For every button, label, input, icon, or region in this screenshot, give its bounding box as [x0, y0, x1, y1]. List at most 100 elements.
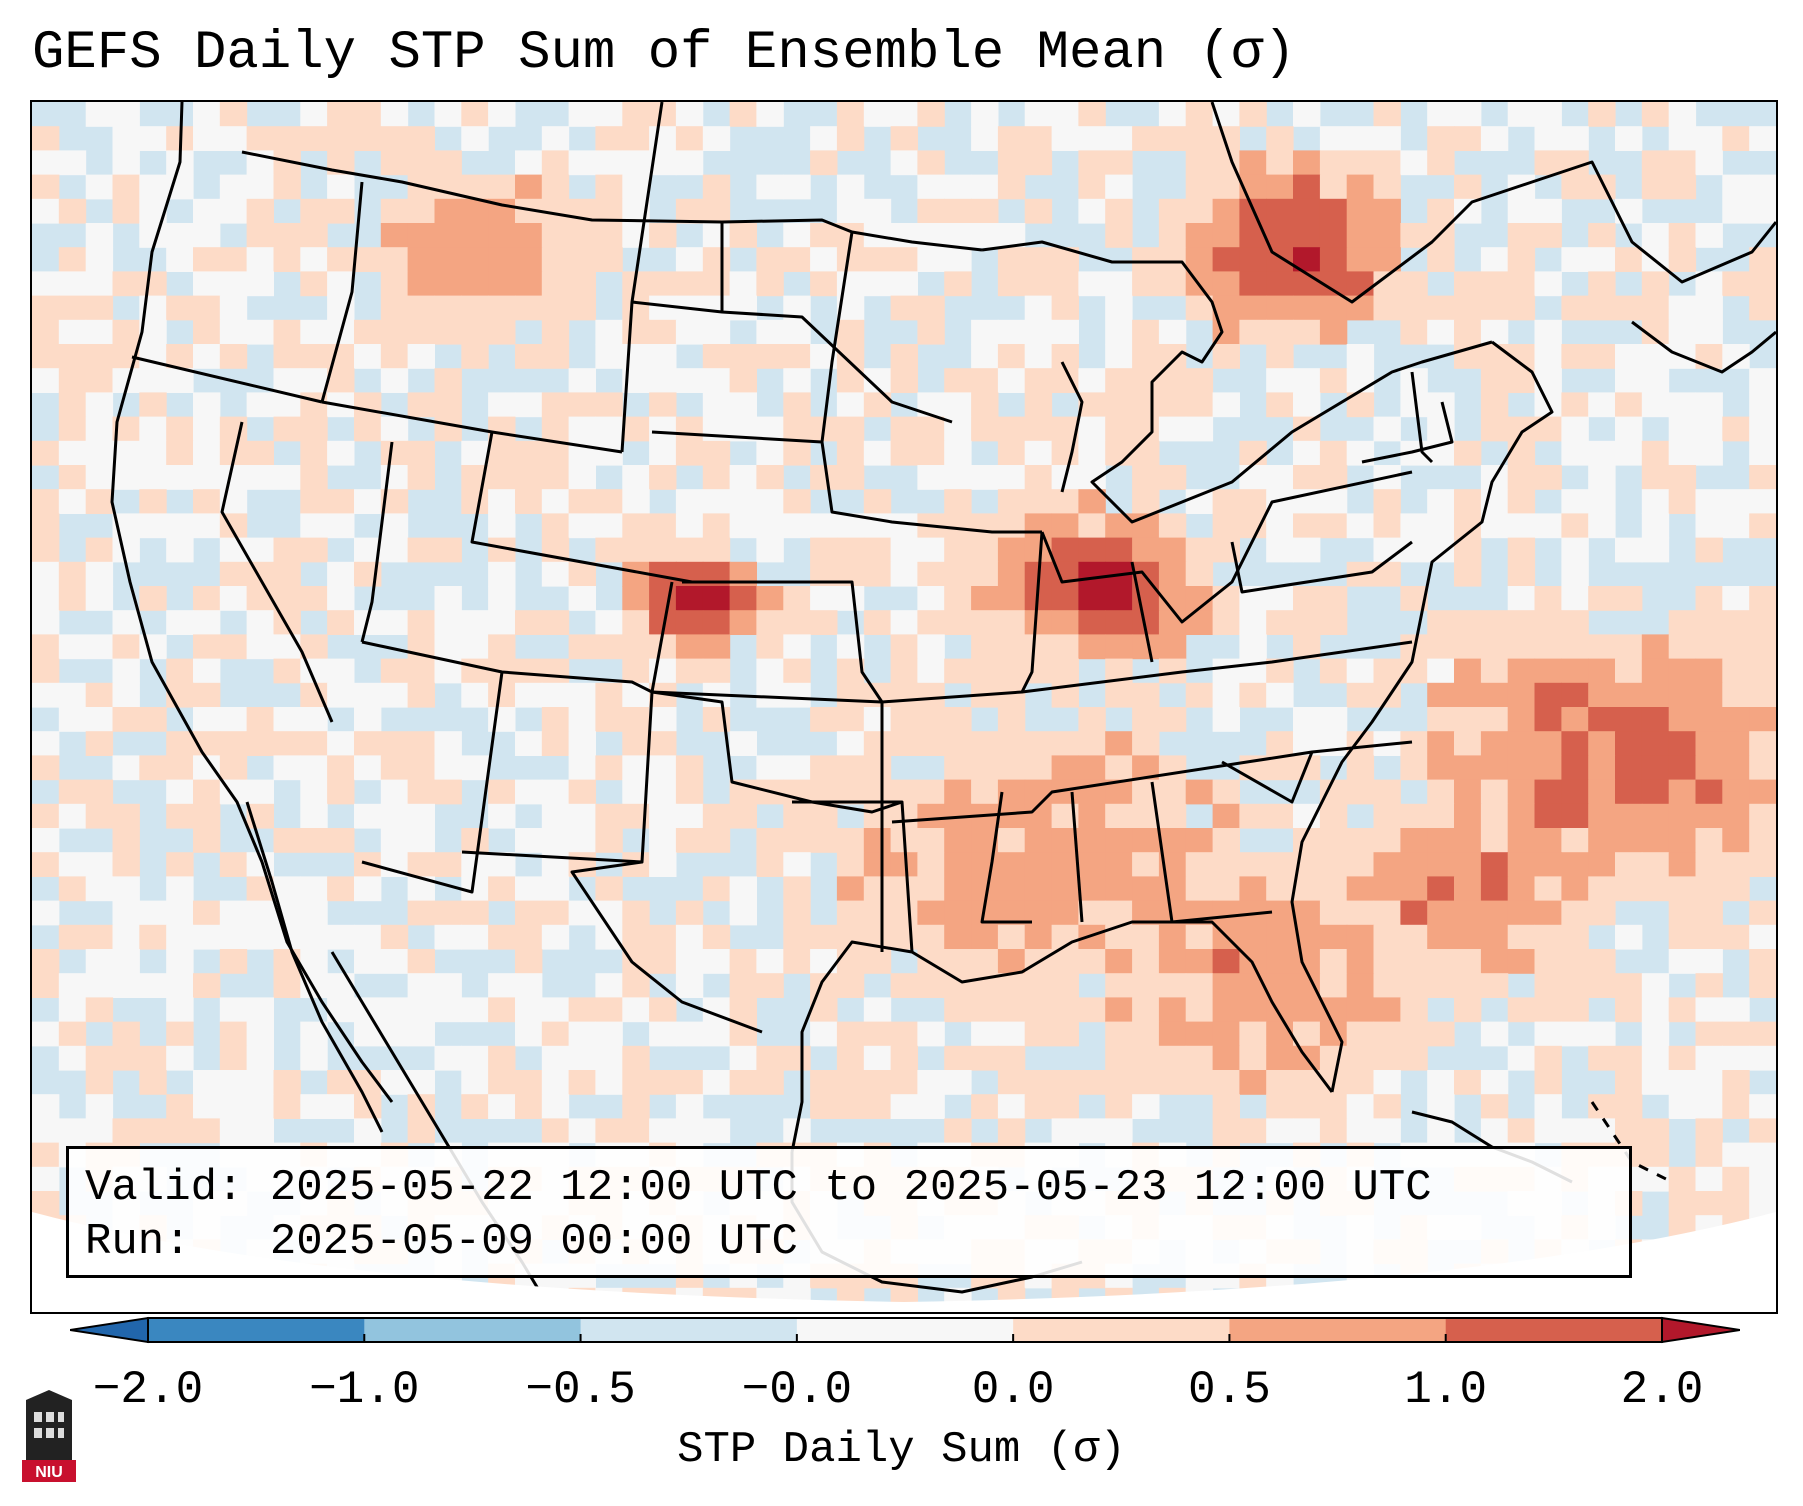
- stp-cell: [729, 1045, 757, 1071]
- valid-label: Valid:: [85, 1163, 244, 1213]
- stp-cell: [273, 223, 301, 248]
- stp-cell: [1319, 319, 1348, 345]
- stp-cell: [1695, 126, 1723, 151]
- stp-cell: [568, 803, 596, 829]
- stp-cell: [112, 852, 140, 877]
- stp-cell: [756, 852, 784, 877]
- stp-cell: [1293, 586, 1321, 611]
- stp-cell: [85, 803, 114, 829]
- stp-cell: [246, 1118, 274, 1144]
- stp-cell: [246, 247, 274, 272]
- stp-cell: [971, 537, 999, 563]
- stp-cell: [863, 198, 892, 224]
- stp-cell: [1185, 1070, 1214, 1095]
- stp-cell: [863, 440, 892, 466]
- stp-cell: [1024, 440, 1053, 466]
- stp-cell: [273, 731, 301, 756]
- stp-cell: [273, 247, 301, 272]
- stp-cell: [1641, 828, 1670, 853]
- stp-cell: [1319, 586, 1348, 611]
- stp-cell: [112, 924, 140, 950]
- stp-cell: [1480, 416, 1509, 442]
- stp-cell: [675, 150, 704, 176]
- stp-cell: [488, 803, 516, 829]
- stp-cell: [300, 223, 328, 248]
- stp-cell: [380, 150, 409, 176]
- stp-cell: [1507, 900, 1536, 926]
- stp-cell: [863, 561, 892, 587]
- stp-cell: [1615, 126, 1643, 151]
- state-line-8: [361, 640, 883, 704]
- stp-cell: [890, 513, 918, 539]
- stp-cell: [971, 1021, 999, 1047]
- stp-cell: [1132, 924, 1160, 950]
- stp-cell: [1373, 198, 1401, 224]
- colorbar-outline: [147, 1317, 1663, 1343]
- stp-cell: [568, 247, 596, 272]
- stp-cell: [166, 997, 194, 1023]
- stp-cell: [327, 368, 355, 393]
- stp-cell: [219, 416, 248, 442]
- stp-cell: [568, 295, 596, 321]
- stp-cell: [1668, 634, 1697, 660]
- stp-cell: [1212, 658, 1240, 684]
- stp-cell: [1078, 997, 1106, 1023]
- stp-cell: [1319, 1094, 1348, 1119]
- stp-cell: [971, 344, 999, 369]
- stp-cell: [1695, 924, 1723, 950]
- stp-cell: [1507, 803, 1536, 829]
- stp-cell: [1454, 949, 1482, 974]
- stp-cell: [1749, 1045, 1776, 1071]
- stp-cell: [1185, 852, 1214, 877]
- stp-cell: [944, 924, 972, 950]
- stp-cell: [541, 1094, 570, 1119]
- stp-cell: [971, 586, 999, 611]
- stp-cell: [702, 610, 731, 635]
- stp-cell: [810, 755, 838, 781]
- stp-cell: [917, 150, 945, 176]
- stp-cell: [1078, 174, 1106, 200]
- stp-cell: [568, 1070, 596, 1095]
- stp-cell: [756, 319, 784, 345]
- stp-cell: [890, 223, 918, 248]
- stp-cell: [1454, 779, 1482, 805]
- stp-cell: [729, 610, 757, 635]
- stp-cell: [756, 271, 784, 297]
- stp-cell: [1749, 949, 1776, 974]
- stp-cell: [112, 828, 140, 853]
- stp-cell: [1266, 1070, 1294, 1095]
- stp-cell: [1561, 924, 1589, 950]
- stp-cell: [219, 102, 248, 127]
- stp-cell: [1024, 392, 1053, 418]
- stp-cell: [1615, 634, 1643, 660]
- stp-cell: [1373, 126, 1401, 151]
- stp-cell: [1749, 658, 1776, 684]
- stp-cell: [300, 271, 328, 297]
- state-line-6: [470, 431, 693, 584]
- stp-cell: [1507, 295, 1536, 321]
- stp-cell: [139, 513, 167, 539]
- stp-cell: [434, 247, 462, 272]
- stp-cell: [1293, 440, 1321, 466]
- stp-cell: [1480, 803, 1509, 829]
- stp-cell: [702, 223, 731, 248]
- stp-cell: [675, 634, 704, 660]
- stp-cell: [1105, 368, 1133, 393]
- stp-cell: [622, 1118, 650, 1144]
- stp-cell: [300, 828, 328, 853]
- stp-cell: [1668, 682, 1697, 708]
- stp-cell: [1722, 1142, 1750, 1168]
- stp-cell: [1266, 198, 1294, 224]
- stp-cell: [783, 634, 811, 660]
- stp-cell: [246, 634, 274, 660]
- stp-cell: [219, 1045, 248, 1071]
- stp-cell: [971, 924, 999, 950]
- stp-cell: [139, 973, 167, 998]
- stp-cell: [1749, 779, 1776, 805]
- stp-cell: [1588, 852, 1616, 877]
- stp-cell: [1480, 368, 1509, 393]
- stp-cell: [515, 150, 543, 176]
- stp-cell: [1105, 731, 1133, 756]
- stp-cell: [675, 755, 704, 781]
- stp-cell: [112, 707, 140, 732]
